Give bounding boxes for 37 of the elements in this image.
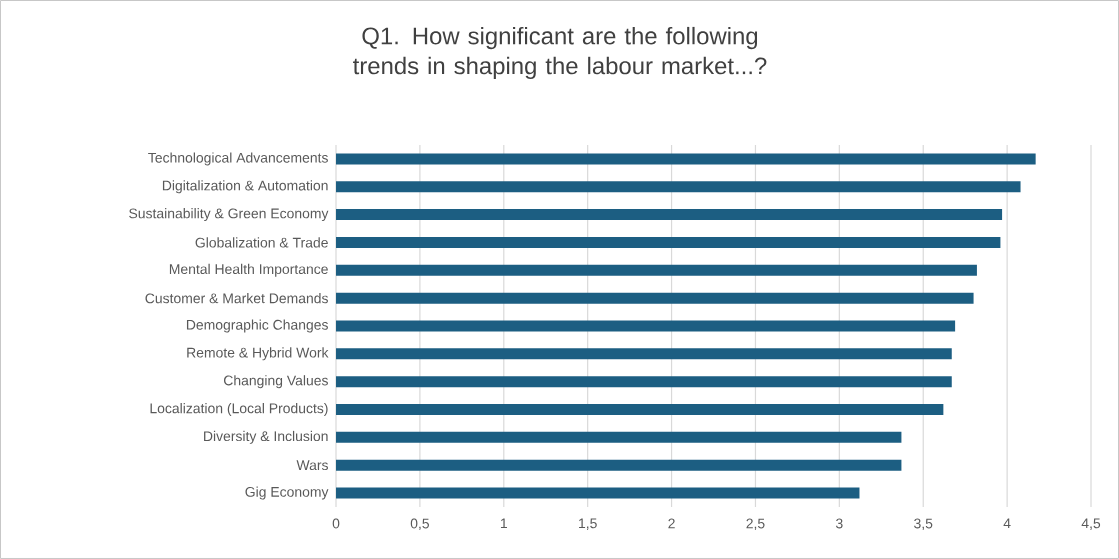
- y-tick-label: Diversity & Inclusion: [204, 430, 328, 444]
- y-tick-label: Gig Economy: [245, 486, 329, 500]
- bar: [336, 320, 956, 332]
- x-tick-label: 4: [1003, 518, 1011, 529]
- x-tick-label: 3,5: [914, 518, 933, 531]
- bar: [336, 459, 902, 471]
- x-tick-label: 1,5: [579, 518, 597, 530]
- bar: [336, 181, 1021, 193]
- y-tick-label: Wars: [296, 460, 328, 471]
- y-tick-label: Mental Health Importance: [169, 263, 328, 277]
- y-tick-label: Globalization & Trade: [195, 237, 328, 248]
- y-tick-label: Sustainability & Green Economy: [129, 208, 329, 222]
- x-tick-label: 0,5: [410, 518, 430, 531]
- bar: [336, 348, 952, 360]
- bar: [336, 153, 1036, 165]
- x-tick-label: 2,5: [746, 518, 765, 531]
- y-tick-label: Localization (Local Products): [150, 403, 328, 417]
- x-tick-label: 0: [332, 518, 340, 529]
- x-tick-label: 2: [668, 518, 675, 529]
- x-tick-label: 4,5: [1081, 518, 1101, 530]
- y-tick-label: Digitalization & Automation: [162, 180, 328, 194]
- chart-title: Q1. How significant are the following trends in shaping the labour market...?: [353, 26, 767, 80]
- y-tick-label: Technological Advancements: [148, 152, 328, 166]
- bar: [336, 292, 974, 304]
- y-tick-label: Demographic Changes: [186, 319, 328, 333]
- bar: [336, 236, 1001, 248]
- bar: [336, 376, 952, 388]
- y-tick-label: Remote & Hybrid Work: [187, 347, 329, 361]
- bar: [336, 404, 944, 416]
- y-tick-label: Customer & Market Demands: [145, 293, 328, 304]
- bar: [336, 487, 860, 499]
- bar: [336, 264, 977, 276]
- bar: [336, 209, 1003, 221]
- y-tick-label: Changing Values: [223, 375, 328, 389]
- x-tick-label: 1: [500, 518, 507, 529]
- x-tick-label: 3: [836, 518, 843, 529]
- bar: [336, 431, 902, 443]
